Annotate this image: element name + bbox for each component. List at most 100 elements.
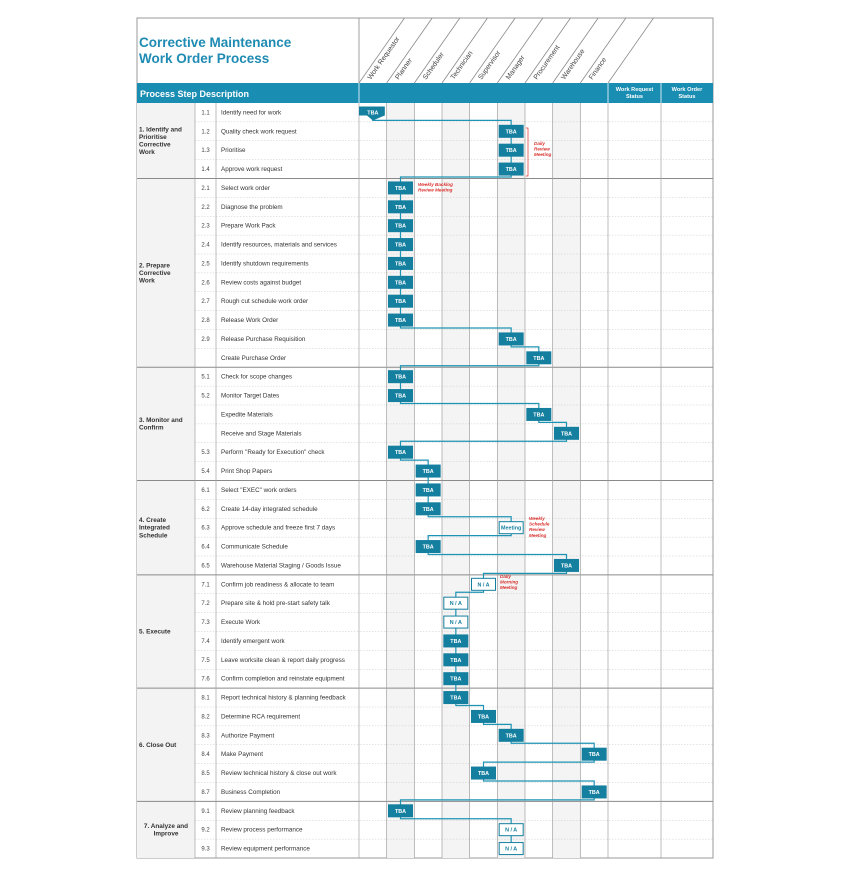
- header-divider: [552, 17, 599, 84]
- connector: [427, 552, 568, 560]
- step-description: Approve schedule and freeze first 7 days: [221, 525, 335, 532]
- step-number: 2.4: [201, 243, 210, 249]
- box-label: TBA: [561, 563, 572, 569]
- box-label: TBA: [533, 356, 544, 362]
- connector: [399, 326, 512, 333]
- step-number: 2.2: [201, 205, 210, 211]
- step-box: [388, 313, 413, 327]
- box-label: N / A: [505, 847, 517, 853]
- step-box: [526, 407, 552, 421]
- step-box: [388, 181, 413, 195]
- connector: [482, 760, 595, 768]
- box-label: TBA: [533, 412, 544, 418]
- phase-label: 7. Analyze and: [144, 823, 188, 830]
- step-box: [443, 615, 469, 629]
- box-label: TBA: [395, 299, 406, 305]
- connector: [399, 458, 429, 466]
- step-description: Approve work request: [221, 166, 283, 173]
- step-number: 1.2: [201, 129, 210, 135]
- box-label: TBA: [450, 639, 461, 645]
- connector: [482, 571, 568, 579]
- box-label: TBA: [423, 469, 434, 475]
- connector: [510, 741, 595, 749]
- step-box: [415, 502, 441, 516]
- box-label: N / A: [505, 828, 517, 834]
- box-label: TBA: [450, 677, 461, 683]
- connector: [510, 344, 540, 352]
- step-number: 2.1: [201, 186, 210, 192]
- step-box: [471, 577, 496, 591]
- step-description: Release Purchase Requisition: [221, 336, 306, 343]
- step-number: 1.3: [201, 148, 210, 154]
- step-box: [388, 804, 413, 818]
- phase-label: 2. Prepare: [139, 262, 170, 269]
- step-box: [388, 275, 413, 289]
- title-line: Work Order Process: [139, 51, 269, 66]
- box-label: TBA: [423, 488, 434, 494]
- step-number: 9.2: [201, 828, 210, 834]
- step-description: Make Payment: [221, 751, 263, 758]
- box-label: TBA: [506, 733, 517, 739]
- step-number: 2.5: [201, 261, 210, 267]
- phase-label: Corrective: [139, 142, 171, 149]
- step-description: Review planning feedback: [221, 808, 295, 815]
- phase-label: Schedule: [139, 532, 168, 539]
- connector: [482, 722, 512, 730]
- step-number: 2.6: [201, 280, 210, 286]
- step-box: [498, 124, 524, 138]
- box-label: TBA: [450, 658, 461, 664]
- step-description: Expedite Materials: [221, 411, 273, 418]
- annotation: Review Meeting: [418, 188, 453, 193]
- box-label: TBA: [589, 790, 600, 796]
- connector: [399, 175, 512, 182]
- phase-label: 3. Monitor and: [139, 417, 183, 424]
- step-description: Prioritise: [221, 147, 246, 154]
- header-divider: [607, 17, 654, 84]
- step-number: 7.2: [201, 601, 210, 607]
- box-label: TBA: [506, 337, 517, 343]
- step-number: 6.5: [201, 563, 210, 569]
- phase-label: 6. Close Out: [139, 742, 177, 749]
- step-box: [443, 634, 469, 648]
- annotation: Meeting: [534, 152, 552, 157]
- grid-layer: [137, 17, 713, 858]
- step-box: [498, 521, 524, 535]
- status-header: Work Request: [616, 87, 654, 93]
- step-description: Warehouse Material Staging / Goods Issue: [221, 562, 341, 569]
- step-number: 6.4: [201, 545, 210, 551]
- phase-label: 4. Create: [139, 517, 166, 524]
- annotation: Meeting: [529, 533, 547, 538]
- step-description: Business Completion: [221, 789, 281, 796]
- header-bar: [137, 83, 713, 103]
- frame: [136, 17, 714, 859]
- phase-label: 1. Identify and: [139, 126, 182, 133]
- step-description: Prepare Work Pack: [221, 223, 276, 230]
- step-description: Confirm completion and reinstate equipme…: [221, 676, 345, 683]
- step-description: Print Shop Papers: [221, 468, 272, 475]
- box-label: TBA: [589, 752, 600, 758]
- step-number: 8.2: [201, 714, 210, 720]
- box-label: TBA: [395, 450, 406, 456]
- step-number: 6.2: [201, 507, 210, 513]
- connector: [455, 590, 485, 598]
- step-box: [498, 842, 524, 856]
- step-description: Receive and Stage Materials: [221, 430, 302, 437]
- phase-label: 5. Execute: [139, 629, 171, 636]
- step-box: [471, 709, 496, 723]
- box-label: N / A: [450, 620, 462, 626]
- box-label: TBA: [478, 714, 489, 720]
- step-box: [388, 219, 413, 233]
- step-box: [471, 766, 496, 780]
- box-label: N / A: [450, 601, 462, 607]
- header-divider: [580, 17, 627, 84]
- connector: [399, 363, 540, 371]
- step-number: 7.3: [201, 620, 210, 626]
- connector: [399, 816, 512, 824]
- header-divider: [497, 17, 544, 84]
- step-number: 5.1: [201, 375, 210, 381]
- step-box: [388, 238, 413, 252]
- step-description: Report technical history & planning feed…: [221, 695, 346, 702]
- header-divider: [386, 17, 433, 84]
- step-box: [498, 143, 524, 157]
